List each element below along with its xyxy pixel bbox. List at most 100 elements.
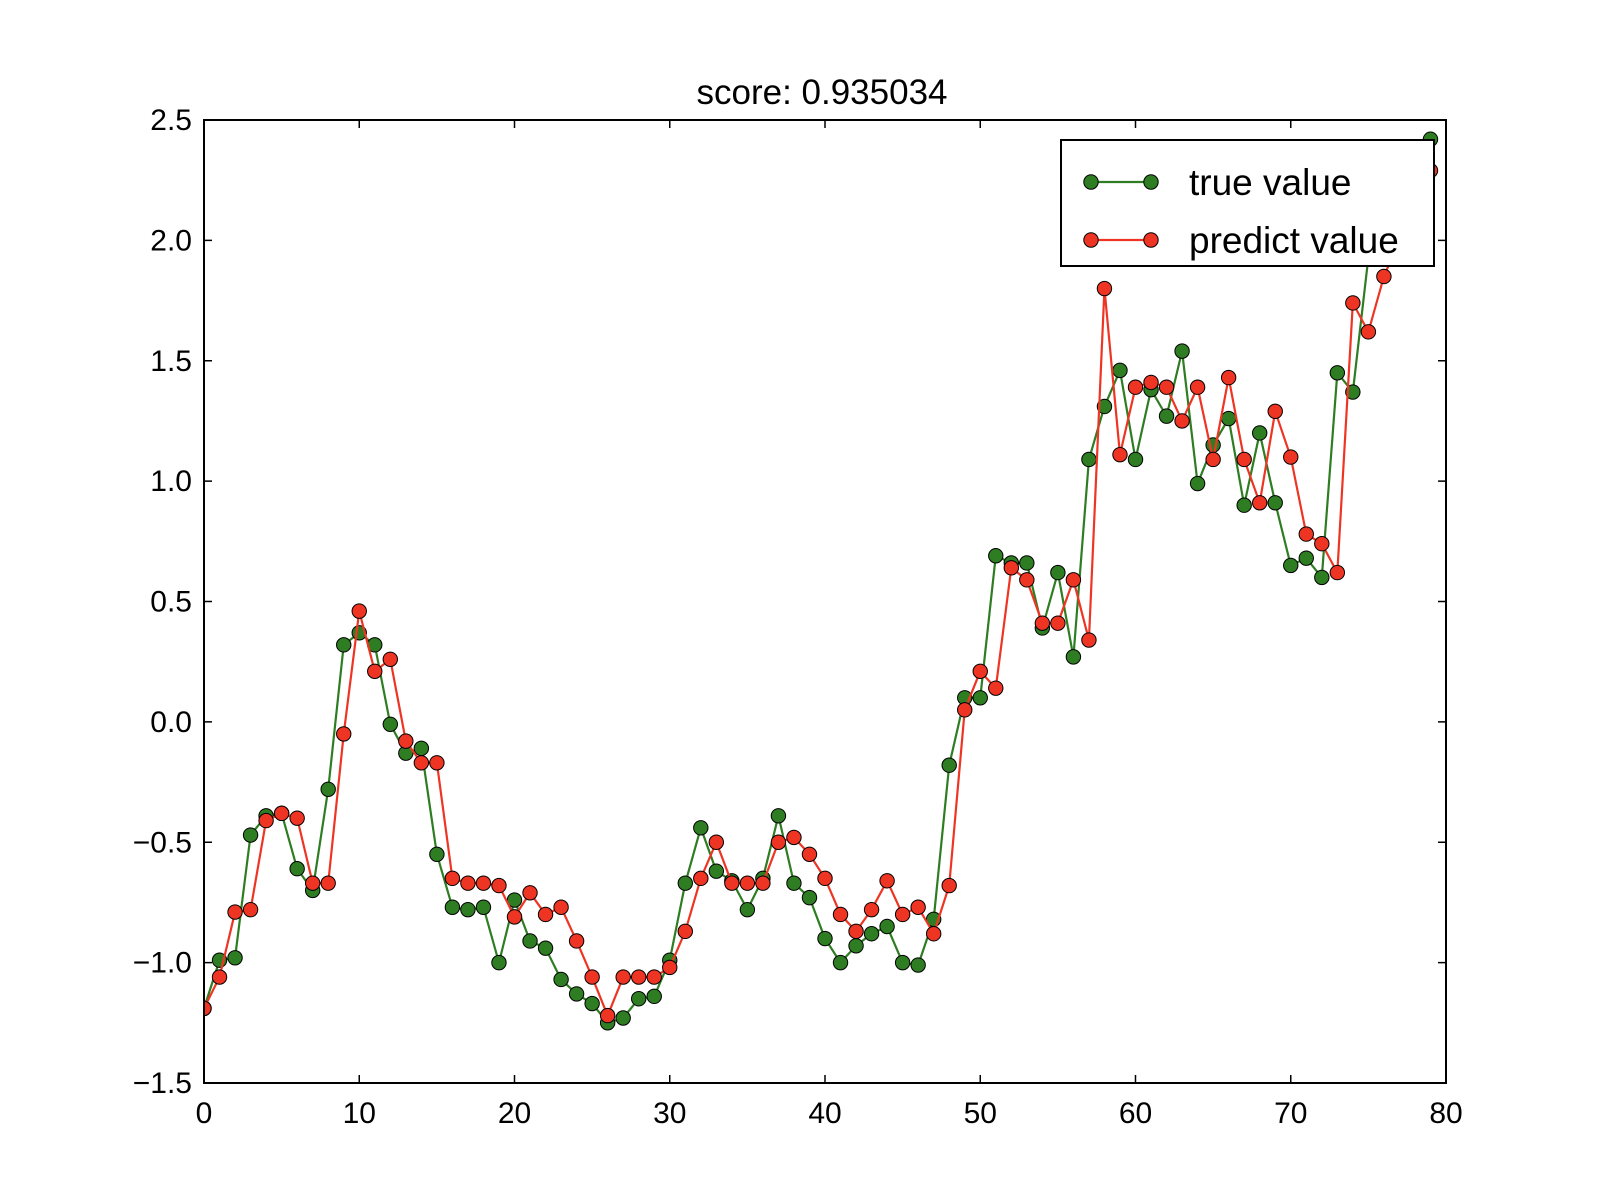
data-point-predict-value: [568, 933, 585, 949]
data-point-true-value: [631, 991, 647, 1007]
data-point-predict-value: [258, 812, 274, 829]
data-point-true-value: [1283, 557, 1299, 574]
data-point-predict-value: [273, 805, 290, 822]
data-point-predict-value: [211, 969, 228, 985]
data-point-true-value: [1314, 569, 1330, 586]
data-point-true-value: [1267, 495, 1283, 511]
data-point-predict-value: [227, 904, 243, 920]
data-point-predict-value: [677, 923, 693, 940]
data-point-true-value: [941, 757, 957, 773]
data-point-predict-value: [1019, 572, 1035, 588]
y-tick-label: 0.0: [150, 706, 192, 739]
data-point-predict-value: [724, 875, 740, 891]
data-point-true-value: [1236, 497, 1252, 513]
data-point-true-value: [336, 637, 352, 653]
y-tick-label: −0.5: [133, 826, 192, 859]
data-point-true-value: [1220, 410, 1237, 427]
chart-title: score: 0.935034: [696, 73, 947, 112]
data-point-predict-value: [1329, 564, 1346, 581]
series-true-value: [204, 131, 1439, 1031]
data-point-predict-value: [460, 875, 476, 891]
data-point-predict-value: [832, 906, 849, 923]
data-point-predict-value: [1283, 449, 1299, 465]
data-point-predict-value: [1174, 413, 1190, 429]
data-point-true-value: [444, 899, 461, 915]
legend: true value predict value: [1060, 139, 1435, 267]
data-point-true-value: [429, 846, 445, 862]
data-point-predict-value: [1345, 295, 1361, 311]
legend-marker: [1083, 174, 1099, 190]
data-point-predict-value: [662, 959, 678, 976]
data-point-predict-value: [1158, 379, 1175, 395]
x-tick-label: 0: [196, 1097, 213, 1130]
data-point-predict-value: [1065, 572, 1082, 588]
x-tick-label: 40: [808, 1097, 841, 1130]
axes-layer: 0 10 20 30 40 50 60 70 80 −1.5 −1.0 −0.5 0.0 0.5 1.0 1.…: [133, 104, 1463, 1130]
data-point-true-value: [1096, 398, 1113, 415]
data-point-predict-value: [475, 875, 492, 891]
data-point-true-value: [677, 875, 693, 891]
data-point-predict-value: [1112, 446, 1128, 463]
data-point-predict-value: [925, 926, 942, 942]
data-point-predict-value: [941, 877, 957, 894]
data-point-predict-value: [631, 969, 647, 985]
data-point-true-value: [693, 820, 709, 836]
data-point-true-value: [739, 901, 756, 918]
series-layer: [204, 131, 1439, 1031]
data-point-true-value: [832, 954, 849, 971]
data-point-true-value: [568, 986, 585, 1002]
data-point-true-value: [320, 781, 336, 797]
legend-label: true value: [1189, 162, 1352, 203]
data-point-true-value: [1127, 451, 1144, 468]
plot-background: [204, 120, 1446, 1083]
data-point-predict-value: [1236, 451, 1252, 468]
data-point-predict-value: [553, 899, 569, 915]
data-point-true-value: [289, 861, 305, 877]
data-point-true-value: [817, 930, 833, 947]
data-point-predict-value: [584, 969, 600, 985]
data-point-predict-value: [894, 906, 911, 923]
x-tick-label: 50: [964, 1097, 997, 1130]
data-point-true-value: [584, 995, 600, 1012]
data-point-true-value: [413, 740, 430, 757]
data-point-true-value: [382, 716, 398, 732]
data-point-predict-value: [1298, 526, 1314, 542]
data-point-predict-value: [646, 969, 662, 985]
data-point-predict-value: [1220, 369, 1237, 386]
data-point-predict-value: [615, 969, 631, 985]
data-point-predict-value: [429, 755, 445, 771]
data-point-true-value: [786, 875, 802, 891]
data-point-predict-value: [1189, 379, 1206, 395]
data-point-predict-value: [304, 875, 321, 891]
data-point-true-value: [1189, 475, 1206, 492]
y-tick-label: 1.0: [150, 465, 192, 498]
data-point-true-value: [1252, 425, 1268, 441]
data-point-true-value: [491, 954, 507, 971]
data-point-predict-value: [522, 885, 538, 901]
y-tick-label: −1.5: [133, 1067, 192, 1100]
x-tick-label: 20: [498, 1097, 531, 1130]
data-point-predict-value: [693, 870, 709, 887]
data-point-predict-value: [910, 899, 926, 915]
data-point-predict-value: [1050, 615, 1066, 631]
data-point-true-value: [1174, 343, 1190, 359]
data-point-true-value: [1298, 550, 1314, 566]
legend-item-true-value: true value: [1083, 162, 1352, 203]
data-point-true-value: [615, 1010, 631, 1026]
data-point-predict-value: [599, 1007, 616, 1024]
y-tick-label: 1.5: [150, 345, 192, 378]
data-point-true-value: [894, 954, 911, 971]
data-point-true-value: [1345, 384, 1361, 400]
data-point-predict-value: [537, 906, 554, 923]
data-point-true-value: [1065, 649, 1082, 665]
data-point-predict-value: [413, 755, 430, 771]
legend-box: [1060, 139, 1435, 267]
data-point-predict-value: [1096, 280, 1113, 297]
data-point-predict-value: [367, 663, 383, 680]
y-tick-label: 2.0: [150, 224, 192, 257]
x-tick-label: 30: [653, 1097, 686, 1130]
data-point-predict-value: [444, 870, 461, 887]
data-point-true-value: [770, 808, 787, 824]
data-point-true-value: [1050, 564, 1066, 581]
